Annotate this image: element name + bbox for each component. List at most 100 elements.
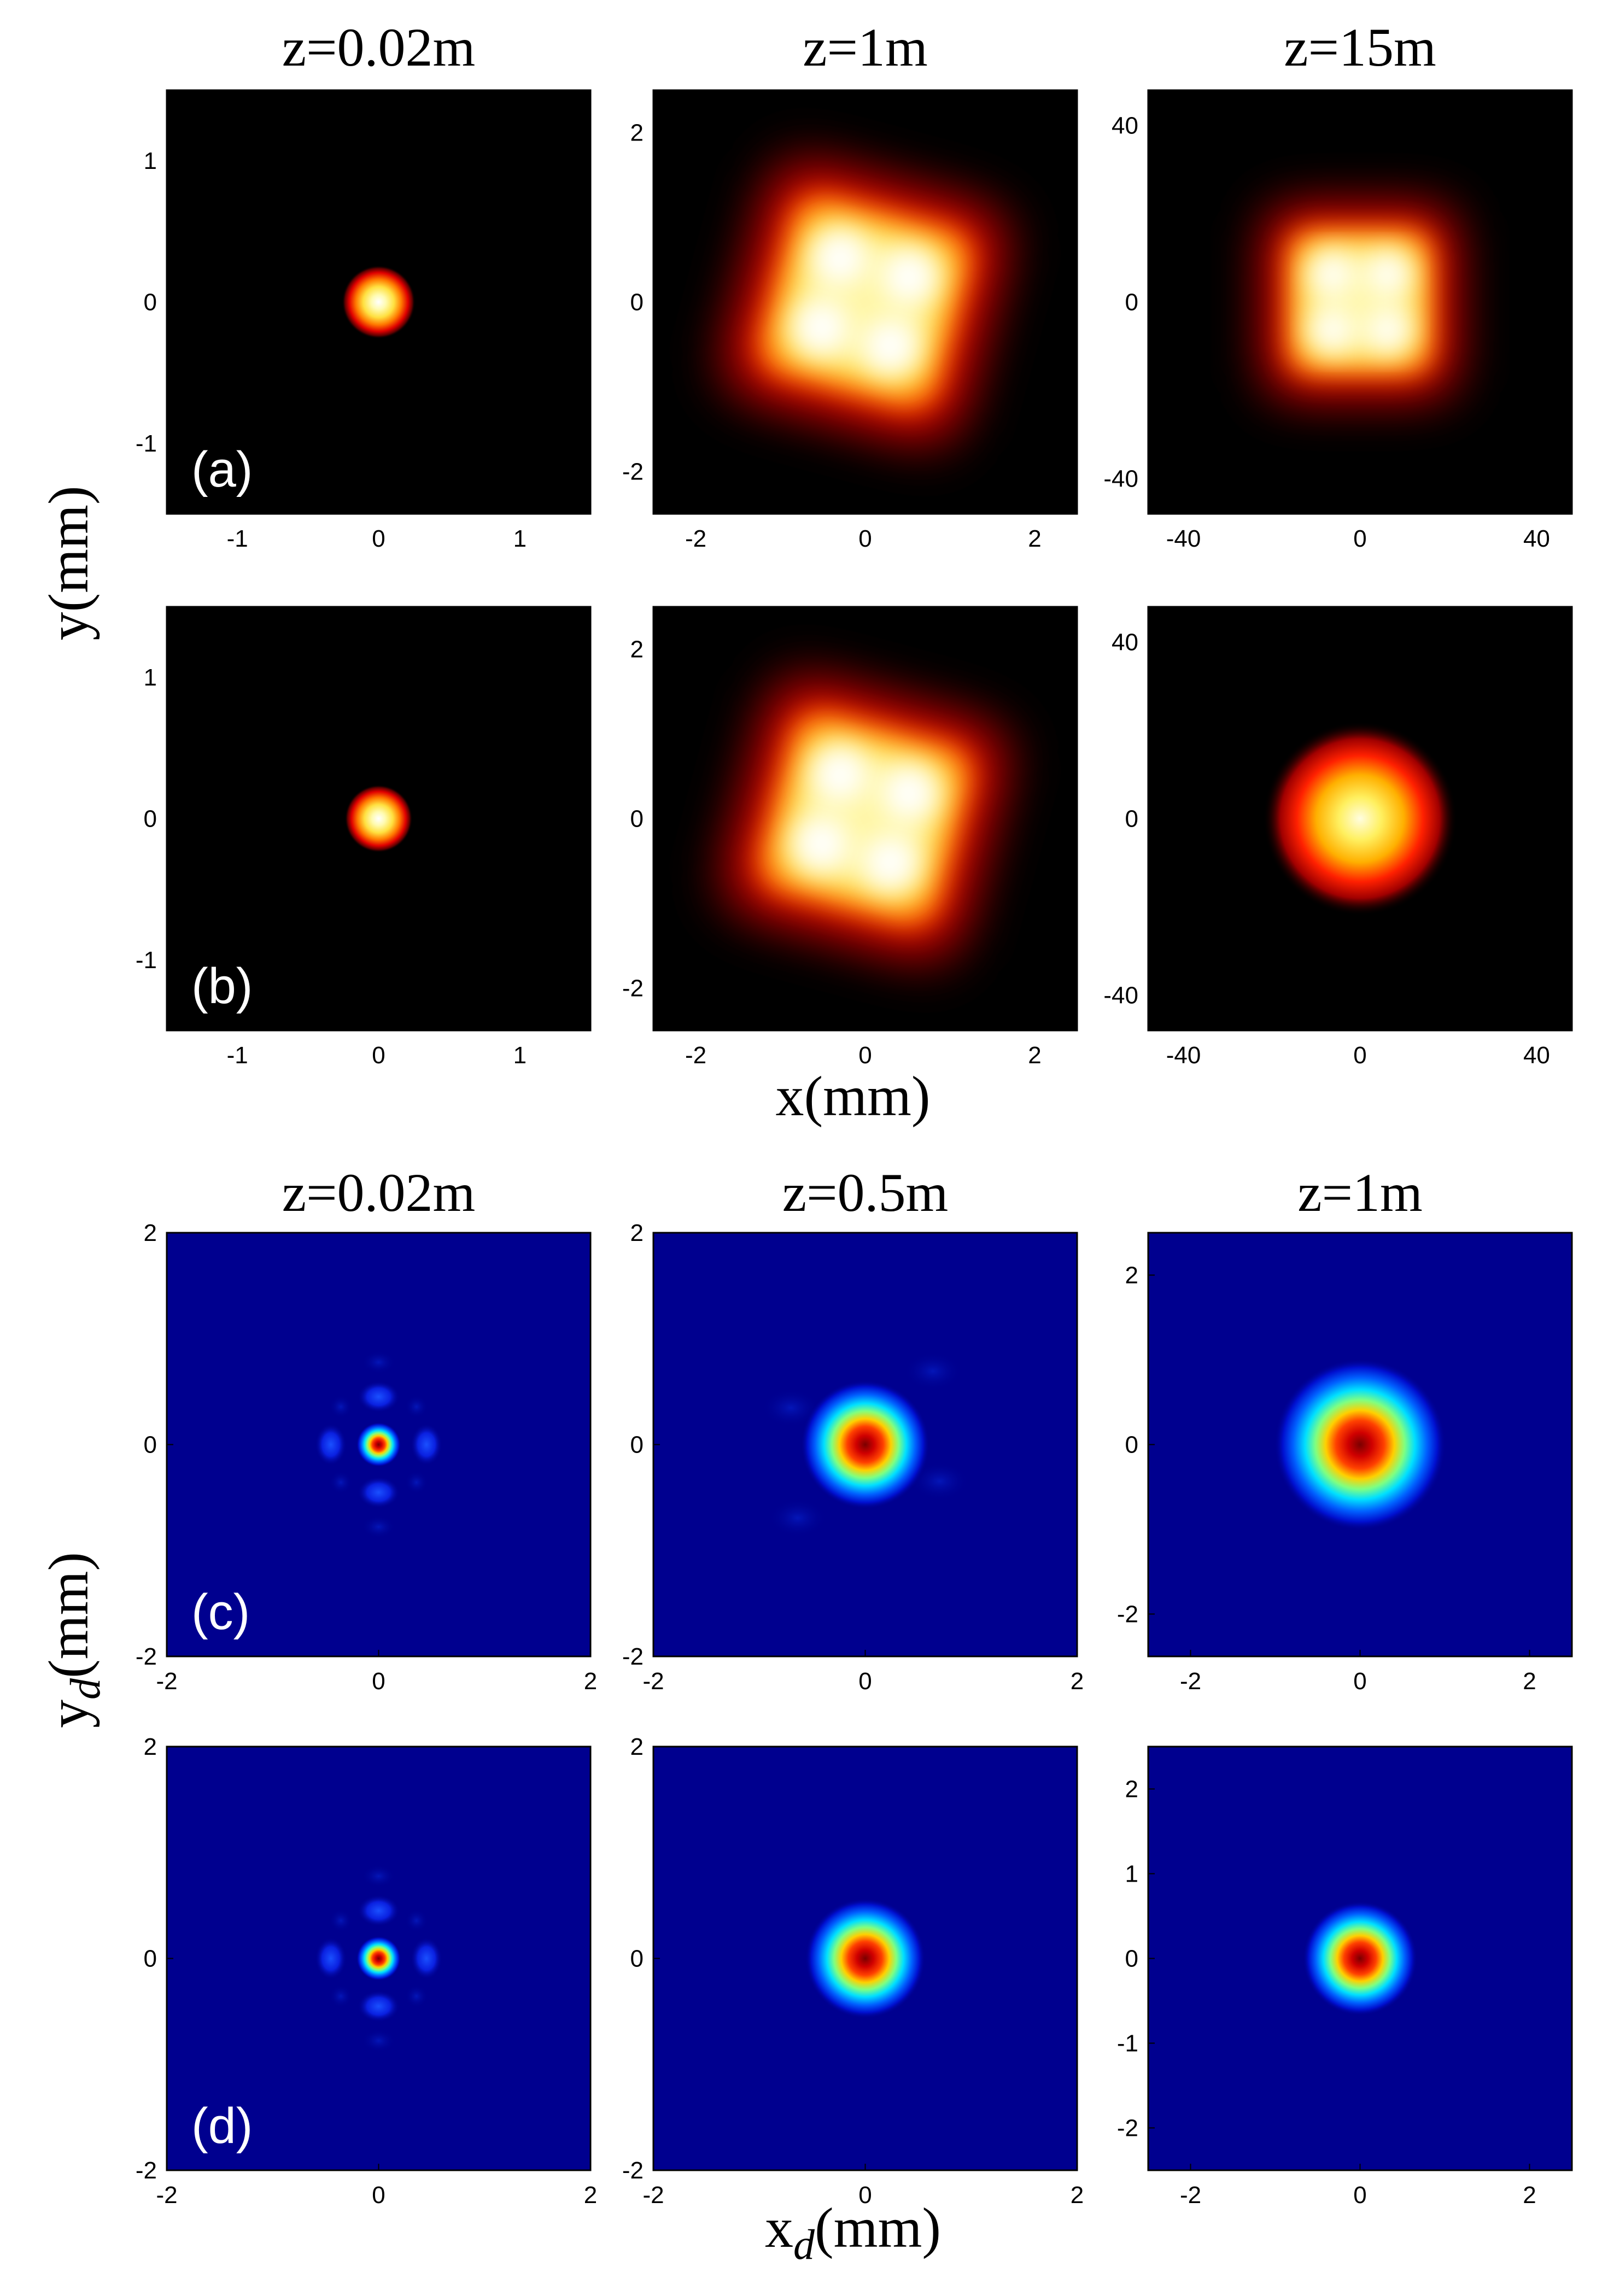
- x-tick-label: 40: [1523, 1042, 1550, 1069]
- y-tick-label: 0: [1125, 289, 1138, 316]
- x-tick-label: -40: [1166, 1042, 1201, 1069]
- beam-spot: [715, 668, 1016, 969]
- beam-spot: [342, 265, 416, 339]
- beam-spot: [1262, 721, 1458, 916]
- y-tick-label: -2: [622, 459, 644, 485]
- lower-y-axis-label-unit: (mm): [37, 1552, 100, 1678]
- y-tick-label: -2: [622, 975, 644, 1002]
- x-tick-label: 2: [584, 1668, 597, 1695]
- y-tick-label: 0: [630, 1432, 644, 1459]
- side-lobe: [410, 1937, 442, 1980]
- y-tick-label: 40: [1112, 113, 1138, 139]
- y-tick-label: -2: [1117, 1601, 1138, 1628]
- upper-x-axis-label: x(mm): [775, 1065, 930, 1128]
- y-tick-label: -1: [136, 947, 157, 974]
- y-tick-label: 2: [1125, 1262, 1138, 1289]
- lower-x-axis-label-main: x: [765, 2197, 793, 2259]
- panel-title: z=1m: [1297, 1162, 1423, 1223]
- x-tick-label: 1: [513, 525, 527, 552]
- y-tick-label: 0: [144, 1946, 157, 1972]
- x-tick-label: 0: [372, 2182, 385, 2209]
- side-lobe: [315, 1423, 347, 1466]
- panel-a-3: -40 0 40 40 0 -40 z=15m: [1103, 17, 1573, 552]
- x-tick-label: -2: [156, 1668, 177, 1695]
- side-lobe: [357, 1476, 400, 1508]
- y-tick-label: 2: [630, 1733, 644, 1760]
- beam-spot: [356, 1422, 401, 1467]
- panel-title: z=0.02m: [282, 1162, 476, 1223]
- y-tick-label: 0: [1125, 1432, 1138, 1459]
- panel-a-2: -2 0 2 2 0 -2 z=1m: [622, 17, 1078, 552]
- x-tick-label: 1: [513, 1042, 527, 1069]
- x-tick-label: -2: [685, 525, 706, 552]
- y-tick-label: -2: [1117, 2115, 1138, 2142]
- y-tick-label: 0: [1125, 806, 1138, 833]
- y-tick-label: -2: [136, 1643, 157, 1670]
- panel-c-3: -2 0 2 2 0 -2 z=1m: [1117, 1162, 1573, 1695]
- x-tick-label: 0: [1353, 2182, 1366, 2209]
- panel-b-1: -1 0 1 1 0 -1 (b): [136, 606, 592, 1069]
- x-tick-label: 0: [1353, 525, 1366, 552]
- y-tick-label: -40: [1103, 465, 1138, 492]
- beam-spot: [356, 1936, 401, 1981]
- beam-spot: [715, 151, 1016, 453]
- upper-y-axis-label: y(mm): [37, 485, 100, 640]
- y-tick-label: 1: [144, 664, 157, 691]
- panel-d-2: -2 0 2 2 0 -2: [622, 1733, 1084, 2209]
- y-tick-label: -1: [136, 430, 157, 457]
- x-tick-label: -2: [1180, 2182, 1201, 2209]
- beam-spot: [805, 1898, 926, 2019]
- y-tick-label: 2: [630, 636, 644, 663]
- x-tick-label: -1: [227, 1042, 248, 1069]
- panel-title: z=0.5m: [782, 1162, 949, 1223]
- y-tick-label: 0: [144, 1432, 157, 1459]
- y-tick-label: 0: [144, 289, 157, 316]
- y-tick-label: -2: [622, 1643, 644, 1670]
- beam-spot: [344, 784, 413, 853]
- x-tick-label: 2: [1071, 1668, 1084, 1695]
- side-lobe: [410, 1423, 442, 1466]
- side-lobe: [357, 1990, 400, 2022]
- panel-c-2: -2 0 2 2 0 -2 z=0.5m: [622, 1162, 1084, 1695]
- lower-x-axis-label-subscript: d: [793, 2221, 815, 2268]
- side-lobe: [315, 1937, 347, 1980]
- x-tick-label: 2: [1523, 1668, 1536, 1695]
- panel-d-1: -2 0 2 2 0 -2 (d): [136, 1733, 597, 2209]
- y-tick-label: -1: [1117, 2030, 1138, 2057]
- y-tick-label: 0: [144, 806, 157, 833]
- x-tick-label: -2: [642, 2182, 664, 2209]
- x-tick-label: -2: [642, 1668, 664, 1695]
- x-tick-label: -2: [1180, 1668, 1201, 1695]
- panel-label: (c): [191, 1584, 250, 1640]
- y-tick-label: 2: [144, 1220, 157, 1246]
- y-tick-label: 40: [1112, 629, 1138, 656]
- panel-label: (a): [191, 442, 253, 497]
- y-tick-label: 0: [630, 289, 644, 316]
- lower-y-axis-label: yd(mm): [37, 1552, 109, 1728]
- x-tick-label: 0: [372, 1668, 385, 1695]
- lower-x-axis-label: xd(mm): [765, 2197, 941, 2268]
- x-tick-label: -2: [685, 1042, 706, 1069]
- y-tick-label: 0: [630, 806, 644, 833]
- y-tick-label: 2: [630, 1220, 644, 1246]
- x-tick-label: -2: [156, 2182, 177, 2209]
- side-lobe: [357, 1895, 400, 1927]
- y-tick-label: 0: [1125, 1946, 1138, 1972]
- panel-label: (b): [191, 958, 253, 1014]
- x-tick-label: -40: [1166, 525, 1201, 552]
- x-tick-label: 2: [1071, 2182, 1084, 2209]
- lower-y-axis-label-main: y: [37, 1700, 100, 1728]
- x-tick-label: 0: [858, 525, 872, 552]
- y-tick-label: 1: [1125, 1861, 1138, 1888]
- panel-b-2: -2 0 2 2 0 -2: [622, 606, 1078, 1069]
- y-tick-label: 2: [144, 1733, 157, 1760]
- panel-b-3: -40 0 40 40 0 -40: [1103, 606, 1573, 1069]
- y-tick-label: 2: [1125, 1776, 1138, 1803]
- y-tick-label: 1: [144, 148, 157, 174]
- lower-y-axis-label-subscript: d: [61, 1678, 109, 1700]
- side-lobe: [357, 1381, 400, 1413]
- x-tick-label: 40: [1523, 525, 1550, 552]
- x-tick-label: -1: [227, 525, 248, 552]
- x-tick-label: 2: [1028, 525, 1041, 552]
